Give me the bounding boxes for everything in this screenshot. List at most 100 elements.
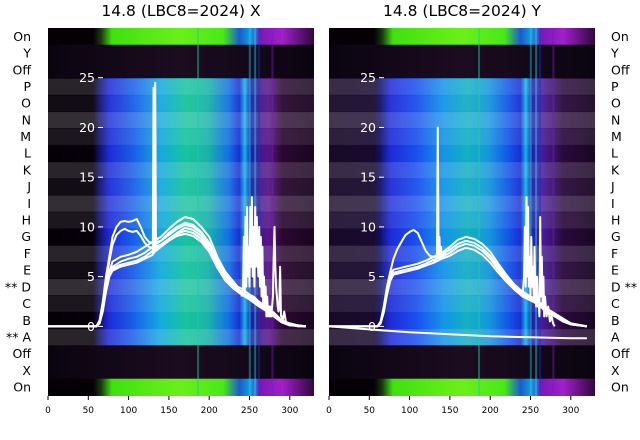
heatmap-row <box>48 278 314 296</box>
heatmap-panel-y: 0 5 10 15 20 25 <box>329 28 595 396</box>
heatmap-row <box>329 378 595 396</box>
heatmap-row <box>329 44 595 62</box>
heatmap-streak <box>552 28 555 396</box>
heatmap-row <box>329 28 595 46</box>
row-label: P <box>611 79 619 94</box>
x-tick-label: 150 <box>160 406 177 416</box>
overlay-line-4 <box>433 126 447 263</box>
y-tick-label: 5 <box>368 269 376 284</box>
x-tick-label: 150 <box>441 406 458 416</box>
heatmap-row <box>48 111 314 129</box>
x-tick-label: 250 <box>241 406 258 416</box>
row-label: C <box>22 296 31 311</box>
heatmap-row <box>48 78 314 96</box>
heatmap-row <box>48 345 314 363</box>
y-tick-label: 5 <box>87 269 95 284</box>
heatmap-row <box>48 378 314 396</box>
chart-title-x: 14.8 (LBC8=2024) X <box>101 2 261 20</box>
x-axis-ticks-y: 0 50 100 150 200 250 300 <box>326 396 580 416</box>
row-label: B <box>22 313 31 328</box>
heatmap-row <box>329 144 595 163</box>
row-label: O <box>611 96 621 111</box>
y-tick-label: 20 <box>79 120 95 135</box>
chart-title-y: 14.8 (LBC8=2024) Y <box>383 2 542 20</box>
heatmap-row <box>329 328 595 346</box>
heatmap-row <box>329 178 595 196</box>
row-label: Off <box>611 62 630 77</box>
row-label: On <box>13 29 31 44</box>
row-label: M <box>20 129 31 144</box>
heatmap-row <box>329 362 595 380</box>
x-tick-label: 200 <box>201 406 218 416</box>
x-tick-label: 0 <box>45 406 51 416</box>
heatmap-row <box>48 44 314 62</box>
y-tick-label: 25 <box>79 70 95 85</box>
row-label: F <box>24 246 31 261</box>
heatmap-panel-x: 0 5 10 15 20 25 <box>48 28 314 396</box>
heatmap-row <box>329 295 595 313</box>
heatmap-row <box>48 28 314 46</box>
row-label: D ** <box>611 279 637 294</box>
heatmap-row <box>329 78 595 96</box>
overlay-line-5 <box>329 325 587 340</box>
x-tick-label: 100 <box>120 406 137 416</box>
heatmap-row <box>48 362 314 380</box>
row-label: Off <box>13 346 32 361</box>
x-tick-label: 300 <box>562 406 579 416</box>
heatmap-streak <box>535 28 538 396</box>
y-tick-label: 10 <box>79 219 95 234</box>
heatmap-row <box>48 328 314 346</box>
row-label: L <box>24 146 31 161</box>
row-label: F <box>611 246 618 261</box>
row-label: ** D <box>5 279 31 294</box>
heatmap-row <box>329 94 595 113</box>
row-label: L <box>611 146 618 161</box>
x-tick-label: 100 <box>401 406 418 416</box>
row-label: I <box>611 196 615 211</box>
heatmap-streak <box>539 28 542 396</box>
row-label: E <box>23 263 31 278</box>
row-label: Off <box>13 62 32 77</box>
heatmap-streak <box>529 28 532 396</box>
row-label: J <box>610 179 615 194</box>
row-label: X <box>611 363 620 378</box>
heatmap-streak <box>271 28 274 396</box>
overlay-line-3 <box>329 246 588 328</box>
x-tick-label: 300 <box>281 406 298 416</box>
y-tick-label: 0 <box>368 319 376 334</box>
row-label: H <box>611 213 620 228</box>
heatmap-row <box>48 144 314 163</box>
row-label: B <box>611 313 620 328</box>
x-tick-label: 200 <box>482 406 499 416</box>
heatmap-row <box>329 128 595 146</box>
row-label: N <box>611 112 620 127</box>
heatmap-row <box>48 161 314 179</box>
heatmap-row <box>48 195 314 213</box>
heatmap-streak <box>478 28 480 396</box>
x-tick-label: 50 <box>83 406 95 416</box>
heatmap-row <box>48 178 314 196</box>
heatmap-row <box>329 161 595 179</box>
row-label: H <box>22 213 31 228</box>
heatmap-row <box>329 345 595 363</box>
heatmap-row <box>329 311 595 330</box>
overlay-line-5 <box>48 81 306 328</box>
row-label: O <box>21 96 31 111</box>
y-tick-label: 15 <box>360 170 376 185</box>
x-tick-label: 50 <box>364 406 376 416</box>
heatmap-streak <box>258 28 261 396</box>
row-label: K <box>611 162 620 177</box>
x-tick-label: 0 <box>326 406 332 416</box>
row-label: P <box>23 79 31 94</box>
heatmap-streak <box>197 28 199 396</box>
row-label: C <box>611 296 620 311</box>
row-label: G <box>21 229 31 244</box>
row-label: K <box>23 162 32 177</box>
row-label: ** A <box>6 329 31 344</box>
row-label: M <box>611 129 622 144</box>
row-label: N <box>22 112 31 127</box>
heatmap-row <box>329 61 595 79</box>
